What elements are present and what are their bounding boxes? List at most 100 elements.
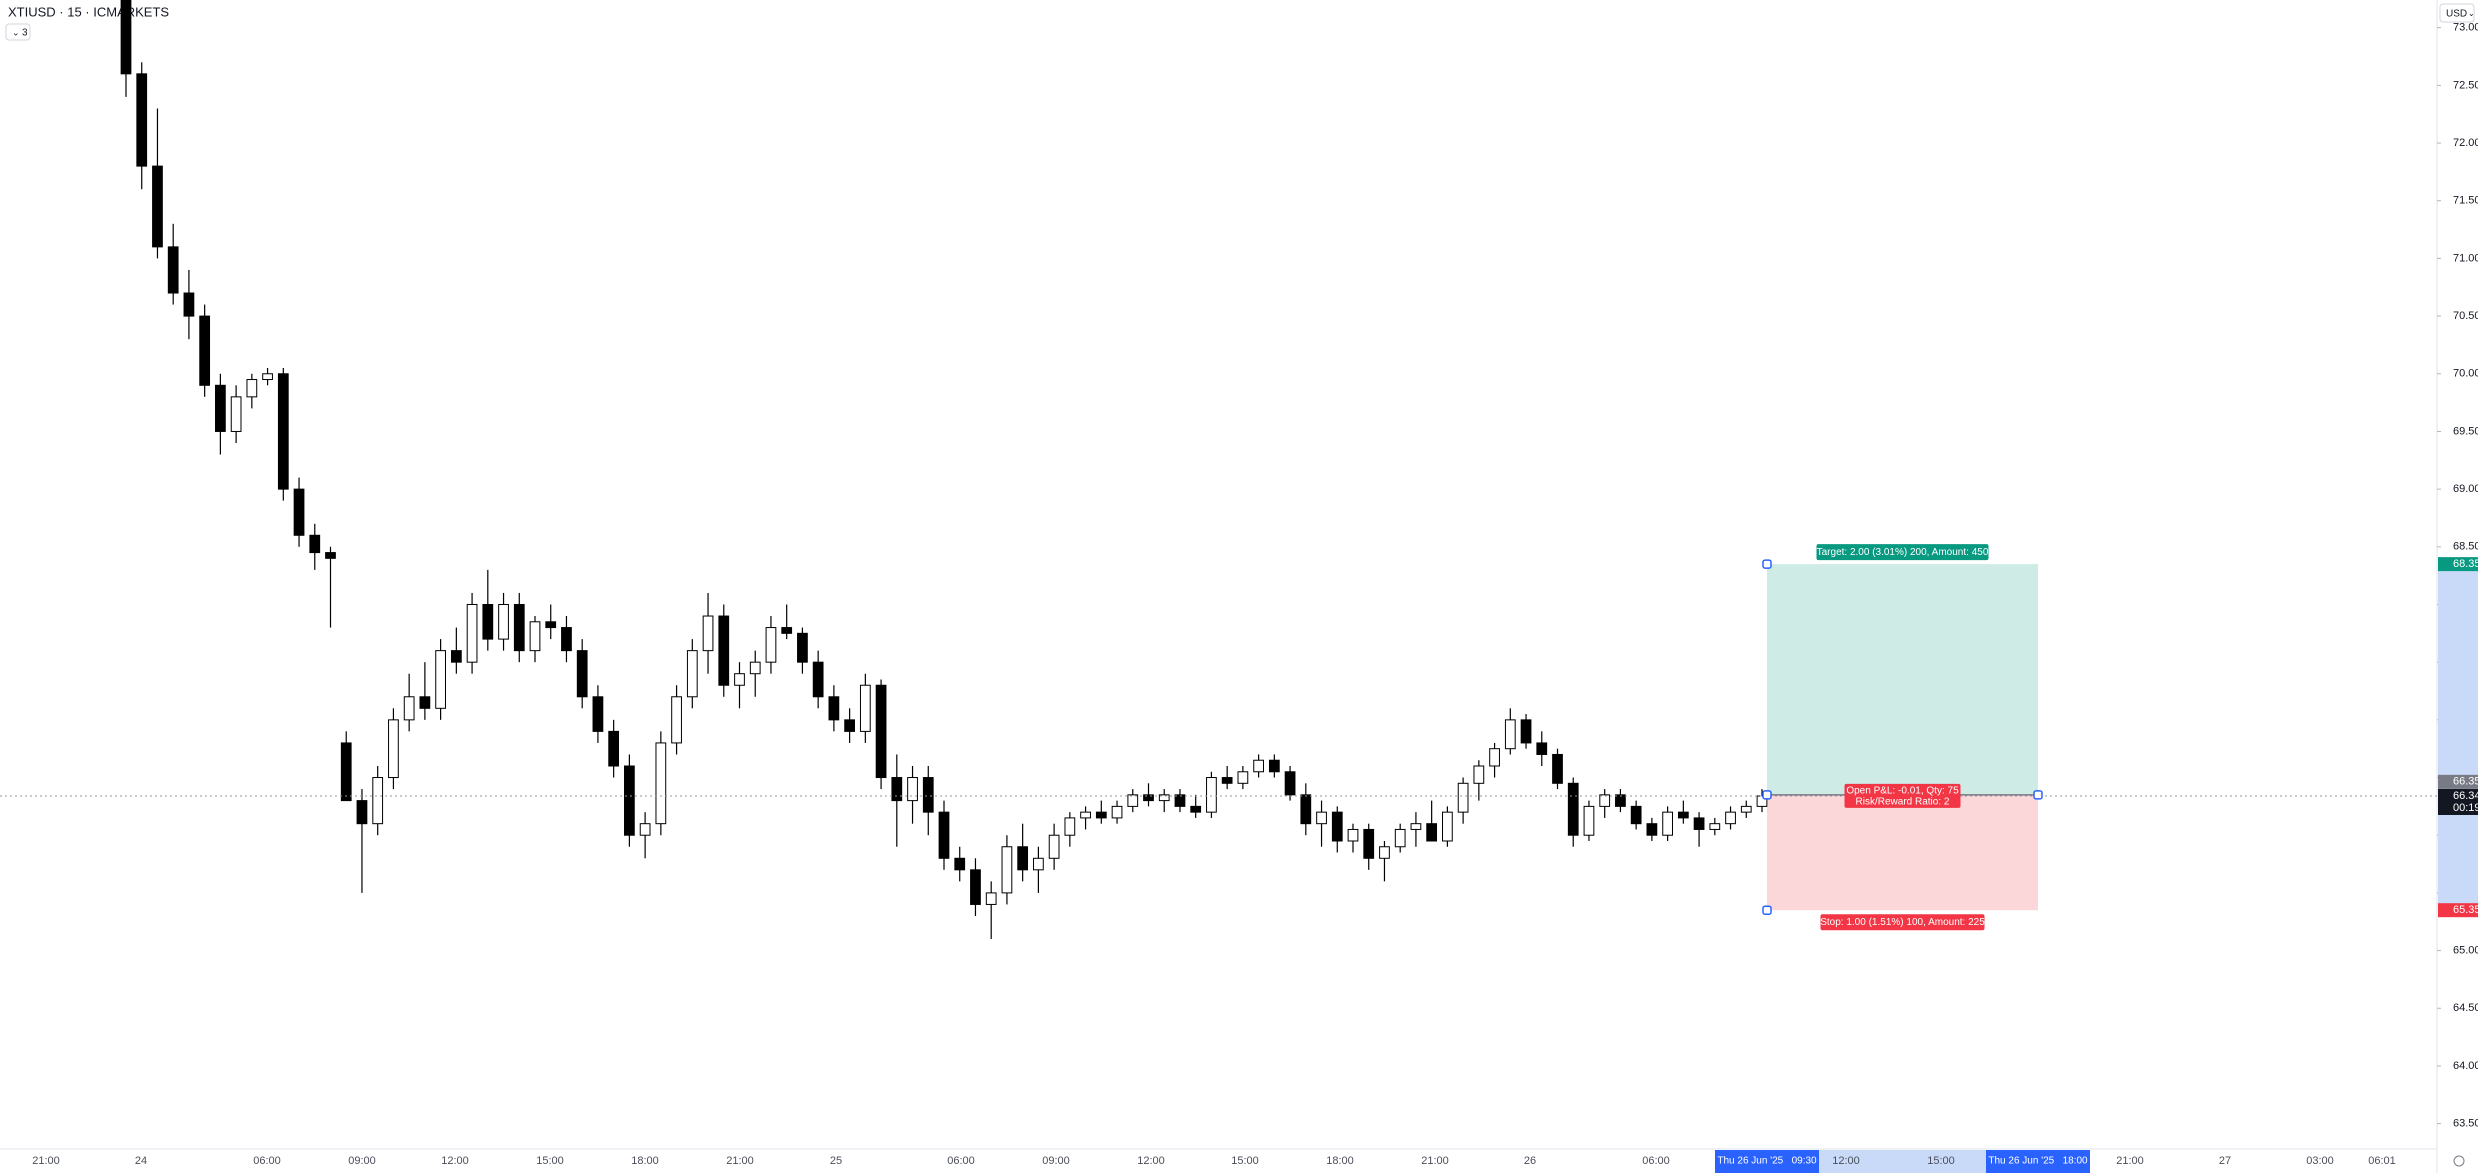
candle-body: [1347, 828, 1359, 842]
y-tick-label: 73.00: [2453, 22, 2478, 34]
candle-body: [970, 869, 981, 905]
candle-body: [482, 603, 494, 640]
x-tick-label: 12:00: [1137, 1155, 1165, 1167]
candle-body: [1646, 823, 1658, 836]
candle-body: [875, 684, 887, 779]
candle-body: [1221, 777, 1233, 784]
candle-body: [1740, 805, 1752, 813]
candle-body: [167, 246, 179, 294]
y-tick-label: 69.50: [2453, 425, 2478, 437]
candle-body: [608, 730, 620, 767]
candle-body: [1080, 811, 1091, 819]
candle-body: [765, 627, 777, 663]
candle-body: [1316, 811, 1327, 825]
x-tick-label: 18:00: [1326, 1155, 1354, 1167]
candle-body: [624, 765, 635, 836]
candle-body: [718, 615, 730, 686]
tool-handle: [2033, 790, 2043, 800]
x-tick-label: 21:00: [32, 1155, 60, 1167]
symbol-title: XTIUSD · 15 · ICMARKETS: [8, 4, 169, 19]
candle-body: [954, 857, 966, 871]
candle-body: [136, 73, 148, 167]
candle-body: [498, 603, 509, 640]
y-tick-label: 71.00: [2453, 252, 2478, 264]
candle-body: [1048, 834, 1060, 859]
countdown-label: 00:19: [2453, 802, 2478, 814]
y-tick-label: 64.00: [2453, 1060, 2478, 1072]
x-tick-label: 06:00: [253, 1155, 281, 1167]
candle-body: [1127, 794, 1139, 807]
candle-body: [1504, 719, 1516, 750]
y-tick-label: 65.00: [2453, 944, 2478, 956]
candle-body: [1567, 782, 1579, 836]
candle-body: [1536, 742, 1548, 755]
x-tick-label: 25: [830, 1155, 842, 1167]
candle-body: [1725, 811, 1736, 825]
tool-handle: [1762, 905, 1772, 915]
candle-body: [844, 719, 855, 732]
loss-zone: [1767, 794, 2038, 911]
candle-body: [1442, 811, 1453, 842]
profit-zone: [1767, 564, 2038, 795]
candle-body: [686, 650, 698, 698]
candle-body: [922, 777, 934, 813]
stop-label: Stop: 1.00 (1.51%) 100, Amount: 225: [1820, 917, 1985, 928]
x-tick-label: 03:00: [2306, 1155, 2334, 1167]
candle-body: [639, 823, 651, 836]
candle-body: [702, 615, 714, 652]
x-tick-label: 09:00: [1042, 1155, 1070, 1167]
rr-label: Risk/Reward Ratio: 2: [1856, 796, 1950, 807]
candle-body: [1363, 828, 1375, 859]
candle-body: [1379, 846, 1390, 859]
settings-icon[interactable]: [2453, 1155, 2465, 1167]
candle-body: [812, 661, 824, 698]
candle-body: [828, 696, 840, 721]
candle-body: [671, 696, 682, 744]
candle-body: [1143, 794, 1154, 802]
indicator-count: 3: [22, 28, 28, 39]
currency-button[interactable]: [2439, 3, 2475, 23]
y-tick-label: 70.50: [2453, 310, 2478, 322]
tool-handle: [1762, 559, 1772, 569]
price-axis-range: [2438, 564, 2478, 911]
candle-body: [1064, 817, 1076, 836]
x-tick-label: 06:01: [2368, 1155, 2396, 1167]
candle-body: [545, 621, 557, 629]
indicator-toggle[interactable]: [5, 23, 31, 41]
candle-body: [435, 650, 446, 709]
candle-body: [938, 811, 950, 859]
candle-body: [1693, 817, 1705, 830]
candle-body: [1457, 782, 1469, 813]
candle-body: [120, 0, 132, 75]
candle-body: [1552, 753, 1563, 784]
candle-body: [513, 603, 525, 652]
candle-body: [293, 488, 305, 536]
x-tick-label: 06:00: [1642, 1155, 1670, 1167]
target-price-label-box: [2438, 557, 2478, 572]
x-highlight-box: [1715, 1150, 1819, 1173]
candle-body: [1158, 794, 1170, 802]
candle-body: [1017, 846, 1029, 871]
candle-body: [199, 315, 211, 386]
candle-body: [183, 292, 195, 317]
x-tick-label: 21:00: [1421, 1155, 1449, 1167]
x-tick-label: 27: [2219, 1155, 2231, 1167]
candle-body: [1095, 811, 1107, 819]
candle-body: [1489, 748, 1500, 767]
y-tick-label: 64.50: [2453, 1002, 2478, 1014]
candle-body: [655, 742, 667, 825]
plot: [120, 0, 1768, 940]
last-price-box: [2438, 788, 2478, 815]
x-tick-label: 15:00: [1231, 1155, 1259, 1167]
stop-price-label: 65.35: [2453, 904, 2478, 916]
candle-body: [1394, 828, 1406, 848]
pnl-label: Open P&L: -0.01, Qty: 75: [1846, 785, 1959, 796]
x-tick-label: 18:00: [631, 1155, 659, 1167]
candle-body: [1300, 794, 1312, 825]
candle-body: [1111, 805, 1123, 819]
target-price-label: 68.35: [2453, 558, 2478, 570]
indicator-arrow: ⌄: [12, 27, 20, 37]
candle-body: [891, 777, 903, 802]
candle-body: [529, 621, 541, 652]
target-label-box: [1816, 544, 1989, 561]
